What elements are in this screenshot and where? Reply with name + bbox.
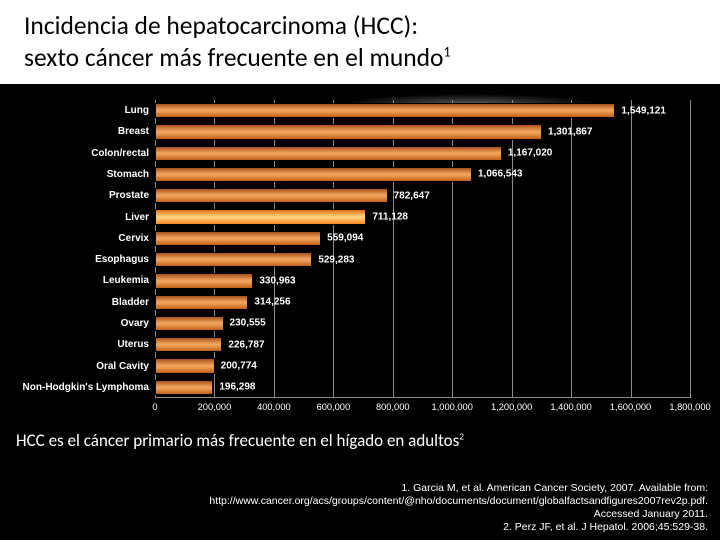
category-label: Bladder	[112, 297, 149, 308]
bar	[155, 167, 472, 182]
bar-row: Non-Hodgkin's Lymphoma196,298	[155, 380, 690, 395]
chart-plot-area: 0200,000400,000600,000800,0001,000,0001,…	[155, 100, 690, 398]
category-label: Esophagus	[95, 254, 149, 265]
bar	[155, 316, 224, 331]
title-line2: sexto cáncer más frecuente en el mundo	[24, 42, 443, 73]
title-sup: 1	[443, 43, 450, 60]
reference-line: Accessed January 2011.	[209, 508, 708, 521]
reference-line: 2. Perz JF, et al. J Hepatol. 2006;45:52…	[209, 521, 708, 534]
value-label: 529,283	[318, 254, 354, 265]
category-label: Ovary	[121, 318, 149, 329]
references: 1. Garcia M, et al. American Cancer Soci…	[209, 482, 708, 535]
bar-row: Colon/rectal1,167,020	[155, 146, 690, 161]
value-label: 314,256	[254, 297, 290, 308]
x-tick-label: 0	[152, 402, 157, 412]
bar	[155, 337, 222, 352]
x-tick-label: 1,000,000	[432, 402, 473, 412]
bar	[155, 146, 502, 161]
bar-row: Uterus226,787	[155, 337, 690, 352]
bar	[155, 103, 615, 118]
category-label: Stomach	[107, 169, 149, 180]
value-label: 226,787	[228, 339, 264, 350]
bar-row: Esophagus529,283	[155, 252, 690, 267]
reference-line: 1. Garcia M, et al. American Cancer Soci…	[209, 482, 708, 495]
bar	[155, 358, 215, 373]
value-label: 230,555	[230, 318, 266, 329]
value-label: 1,301,867	[548, 126, 593, 137]
bar	[155, 209, 366, 224]
bar	[155, 124, 542, 139]
value-label: 782,647	[394, 190, 430, 201]
subtext-sup: 2	[459, 430, 464, 442]
category-label: Liver	[125, 212, 149, 223]
category-label: Leukemia	[103, 275, 149, 286]
category-label: Breast	[118, 126, 149, 137]
incidence-bar-chart: 0 200,000 400,000 600,000 800,000 1,000,000 1,…	[10, 100, 710, 420]
bar-row: Prostate782,647	[155, 188, 690, 203]
slide-subtext: HCC es el cáncer primario más frecuente …	[16, 430, 464, 451]
x-axis-line	[155, 397, 690, 398]
chart-gridline	[690, 100, 691, 398]
bar-row: Oral Cavity200,774	[155, 358, 690, 373]
bar	[155, 231, 321, 246]
x-tick-label: 800,000	[376, 402, 410, 412]
bar-row: Lung1,549,121	[155, 103, 690, 118]
bar	[155, 295, 248, 310]
bar-row: Cervix559,094	[155, 231, 690, 246]
bar-row: Stomach1,066,543	[155, 167, 690, 182]
value-label: 330,963	[259, 275, 295, 286]
bar-row: Ovary230,555	[155, 316, 690, 331]
subtext-content: HCC es el cáncer primario más frecuente …	[16, 430, 459, 451]
value-label: 559,094	[327, 233, 363, 244]
x-tick-label: 400,000	[257, 402, 291, 412]
bar	[155, 380, 213, 395]
reference-line: http://www.cancer.org/acs/groups/content…	[209, 495, 708, 508]
title-line1: Incidencia de hepatocarcinoma (HCC):	[24, 10, 418, 41]
bar	[155, 273, 253, 288]
value-label: 1,549,121	[621, 105, 666, 116]
value-label: 196,298	[219, 382, 255, 393]
slide-title: Incidencia de hepatocarcinoma (HCC): sex…	[0, 0, 720, 84]
x-tick-label: 600,000	[317, 402, 351, 412]
category-label: Oral Cavity	[96, 361, 149, 372]
category-label: Lung	[125, 105, 149, 116]
category-label: Non-Hodgkin's Lymphoma	[23, 382, 149, 393]
bar	[155, 188, 388, 203]
bar-row: Breast1,301,867	[155, 124, 690, 139]
value-label: 1,167,020	[508, 148, 553, 159]
value-label: 1,066,543	[478, 169, 523, 180]
category-label: Colon/rectal	[91, 148, 149, 159]
x-tick-label: 1,800,000	[669, 402, 710, 412]
bar-row: Liver711,128	[155, 209, 690, 224]
bar-row: Leukemia330,963	[155, 273, 690, 288]
value-label: 200,774	[221, 361, 257, 372]
bar-row: Bladder314,256	[155, 295, 690, 310]
bar	[155, 252, 312, 267]
x-tick-label: 1,600,000	[610, 402, 651, 412]
value-label: 711,128	[372, 212, 408, 223]
x-tick-label: 1,200,000	[491, 402, 532, 412]
category-label: Cervix	[118, 233, 149, 244]
x-tick-label: 1,400,000	[550, 402, 591, 412]
category-label: Prostate	[109, 190, 149, 201]
x-tick-label: 200,000	[198, 402, 232, 412]
category-label: Uterus	[117, 339, 149, 350]
